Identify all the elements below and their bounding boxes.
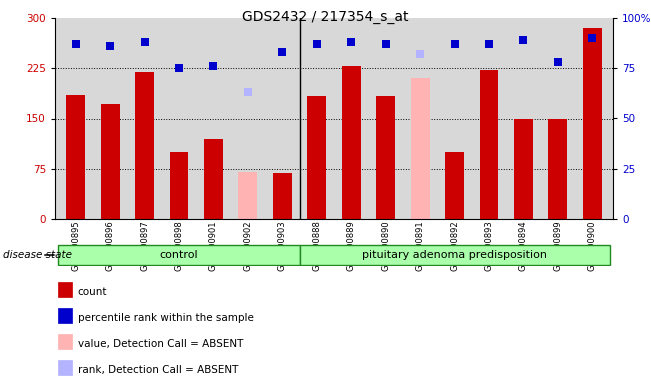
Bar [101,104,120,219]
Bar [58,308,72,323]
Text: control: control [159,250,199,260]
Text: rank, Detection Call = ABSENT: rank, Detection Call = ABSENT [78,365,238,375]
Bar [135,71,154,219]
Bar [66,95,85,219]
Bar [204,139,223,219]
Text: value, Detection Call = ABSENT: value, Detection Call = ABSENT [78,339,243,349]
Bar [548,119,568,219]
Text: pituitary adenoma predisposition: pituitary adenoma predisposition [362,250,547,260]
Bar [445,152,464,219]
Bar [169,152,189,219]
Bar [58,282,72,297]
Bar [514,119,533,219]
Bar [273,174,292,219]
Bar [238,172,257,219]
Bar [58,360,72,375]
Text: disease state: disease state [3,250,72,260]
Bar [480,70,499,219]
Bar [376,96,395,219]
Text: percentile rank within the sample: percentile rank within the sample [78,313,254,323]
Bar [342,66,361,219]
Text: count: count [78,287,107,297]
Bar [299,245,609,265]
Bar [411,78,430,219]
Bar [58,334,72,349]
Bar [59,245,299,265]
Bar [583,28,602,219]
Bar [307,96,326,219]
Text: GDS2432 / 217354_s_at: GDS2432 / 217354_s_at [242,10,409,23]
